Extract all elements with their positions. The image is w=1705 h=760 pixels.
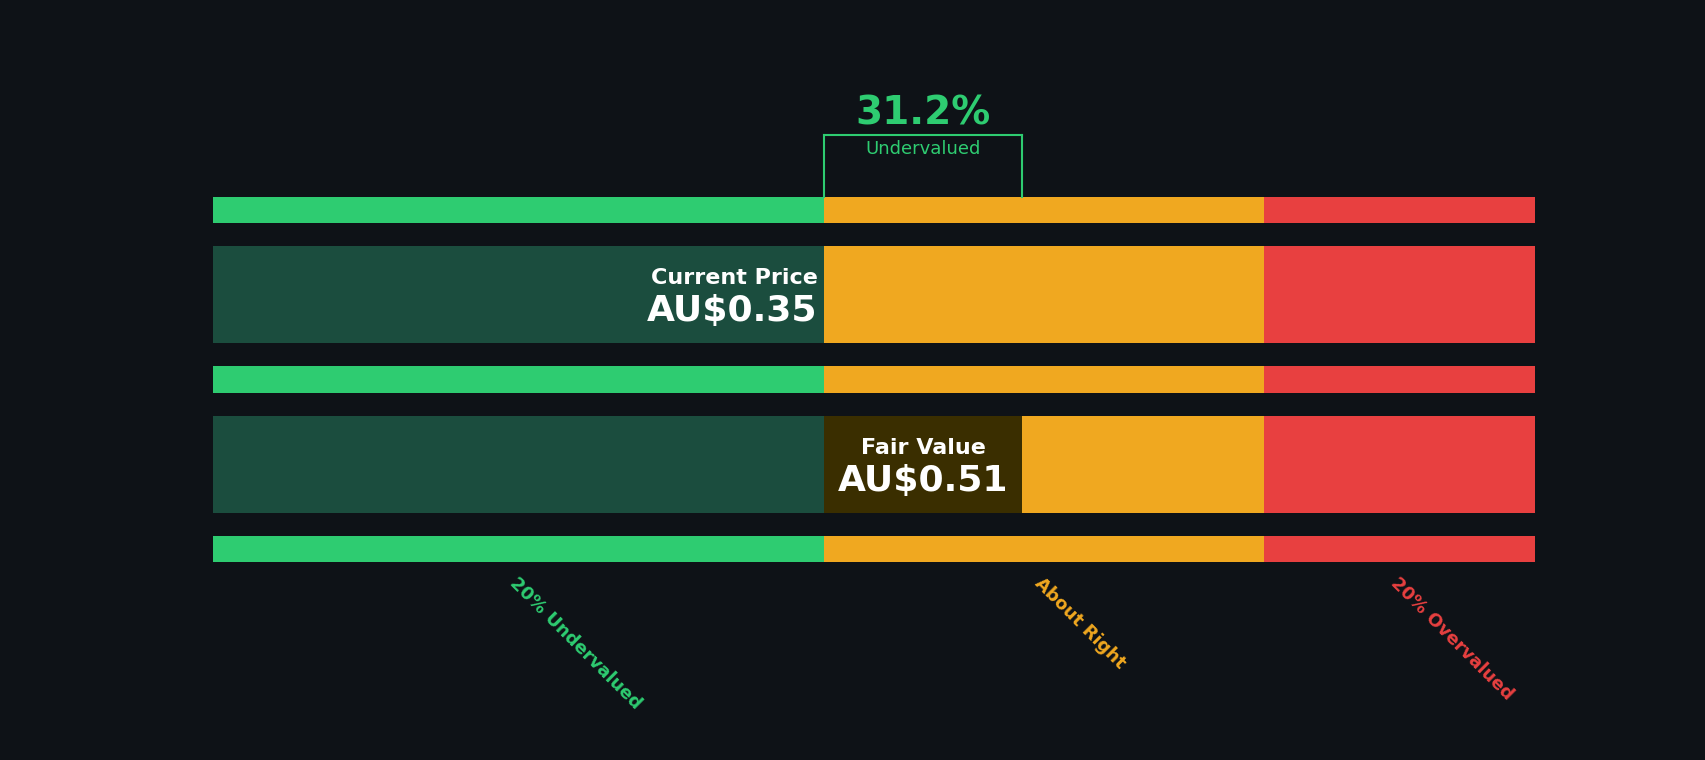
Text: 20% Undervalued: 20% Undervalued — [506, 574, 644, 713]
Text: 20% Overvalued: 20% Overvalued — [1386, 574, 1516, 704]
Bar — [824, 246, 1263, 343]
Bar — [1263, 536, 1534, 562]
Text: About Right: About Right — [1032, 574, 1129, 672]
Text: Current Price: Current Price — [650, 268, 817, 288]
Bar — [213, 416, 824, 512]
Bar — [213, 366, 824, 393]
Bar — [824, 416, 1263, 512]
Bar — [1263, 197, 1534, 223]
Bar — [1263, 416, 1534, 512]
Bar — [213, 246, 824, 343]
Text: 31.2%: 31.2% — [856, 94, 991, 132]
Text: Fair Value: Fair Value — [861, 438, 985, 458]
Bar — [213, 197, 824, 223]
Bar — [1263, 366, 1534, 393]
Bar — [824, 197, 1263, 223]
Bar — [213, 536, 824, 562]
Bar — [824, 536, 1263, 562]
Bar — [1263, 246, 1534, 343]
Bar — [824, 366, 1263, 393]
Text: Undervalued: Undervalued — [864, 141, 980, 159]
Bar — [824, 416, 1021, 512]
Text: AU$0.51: AU$0.51 — [837, 464, 1008, 498]
Text: AU$0.35: AU$0.35 — [646, 294, 817, 328]
